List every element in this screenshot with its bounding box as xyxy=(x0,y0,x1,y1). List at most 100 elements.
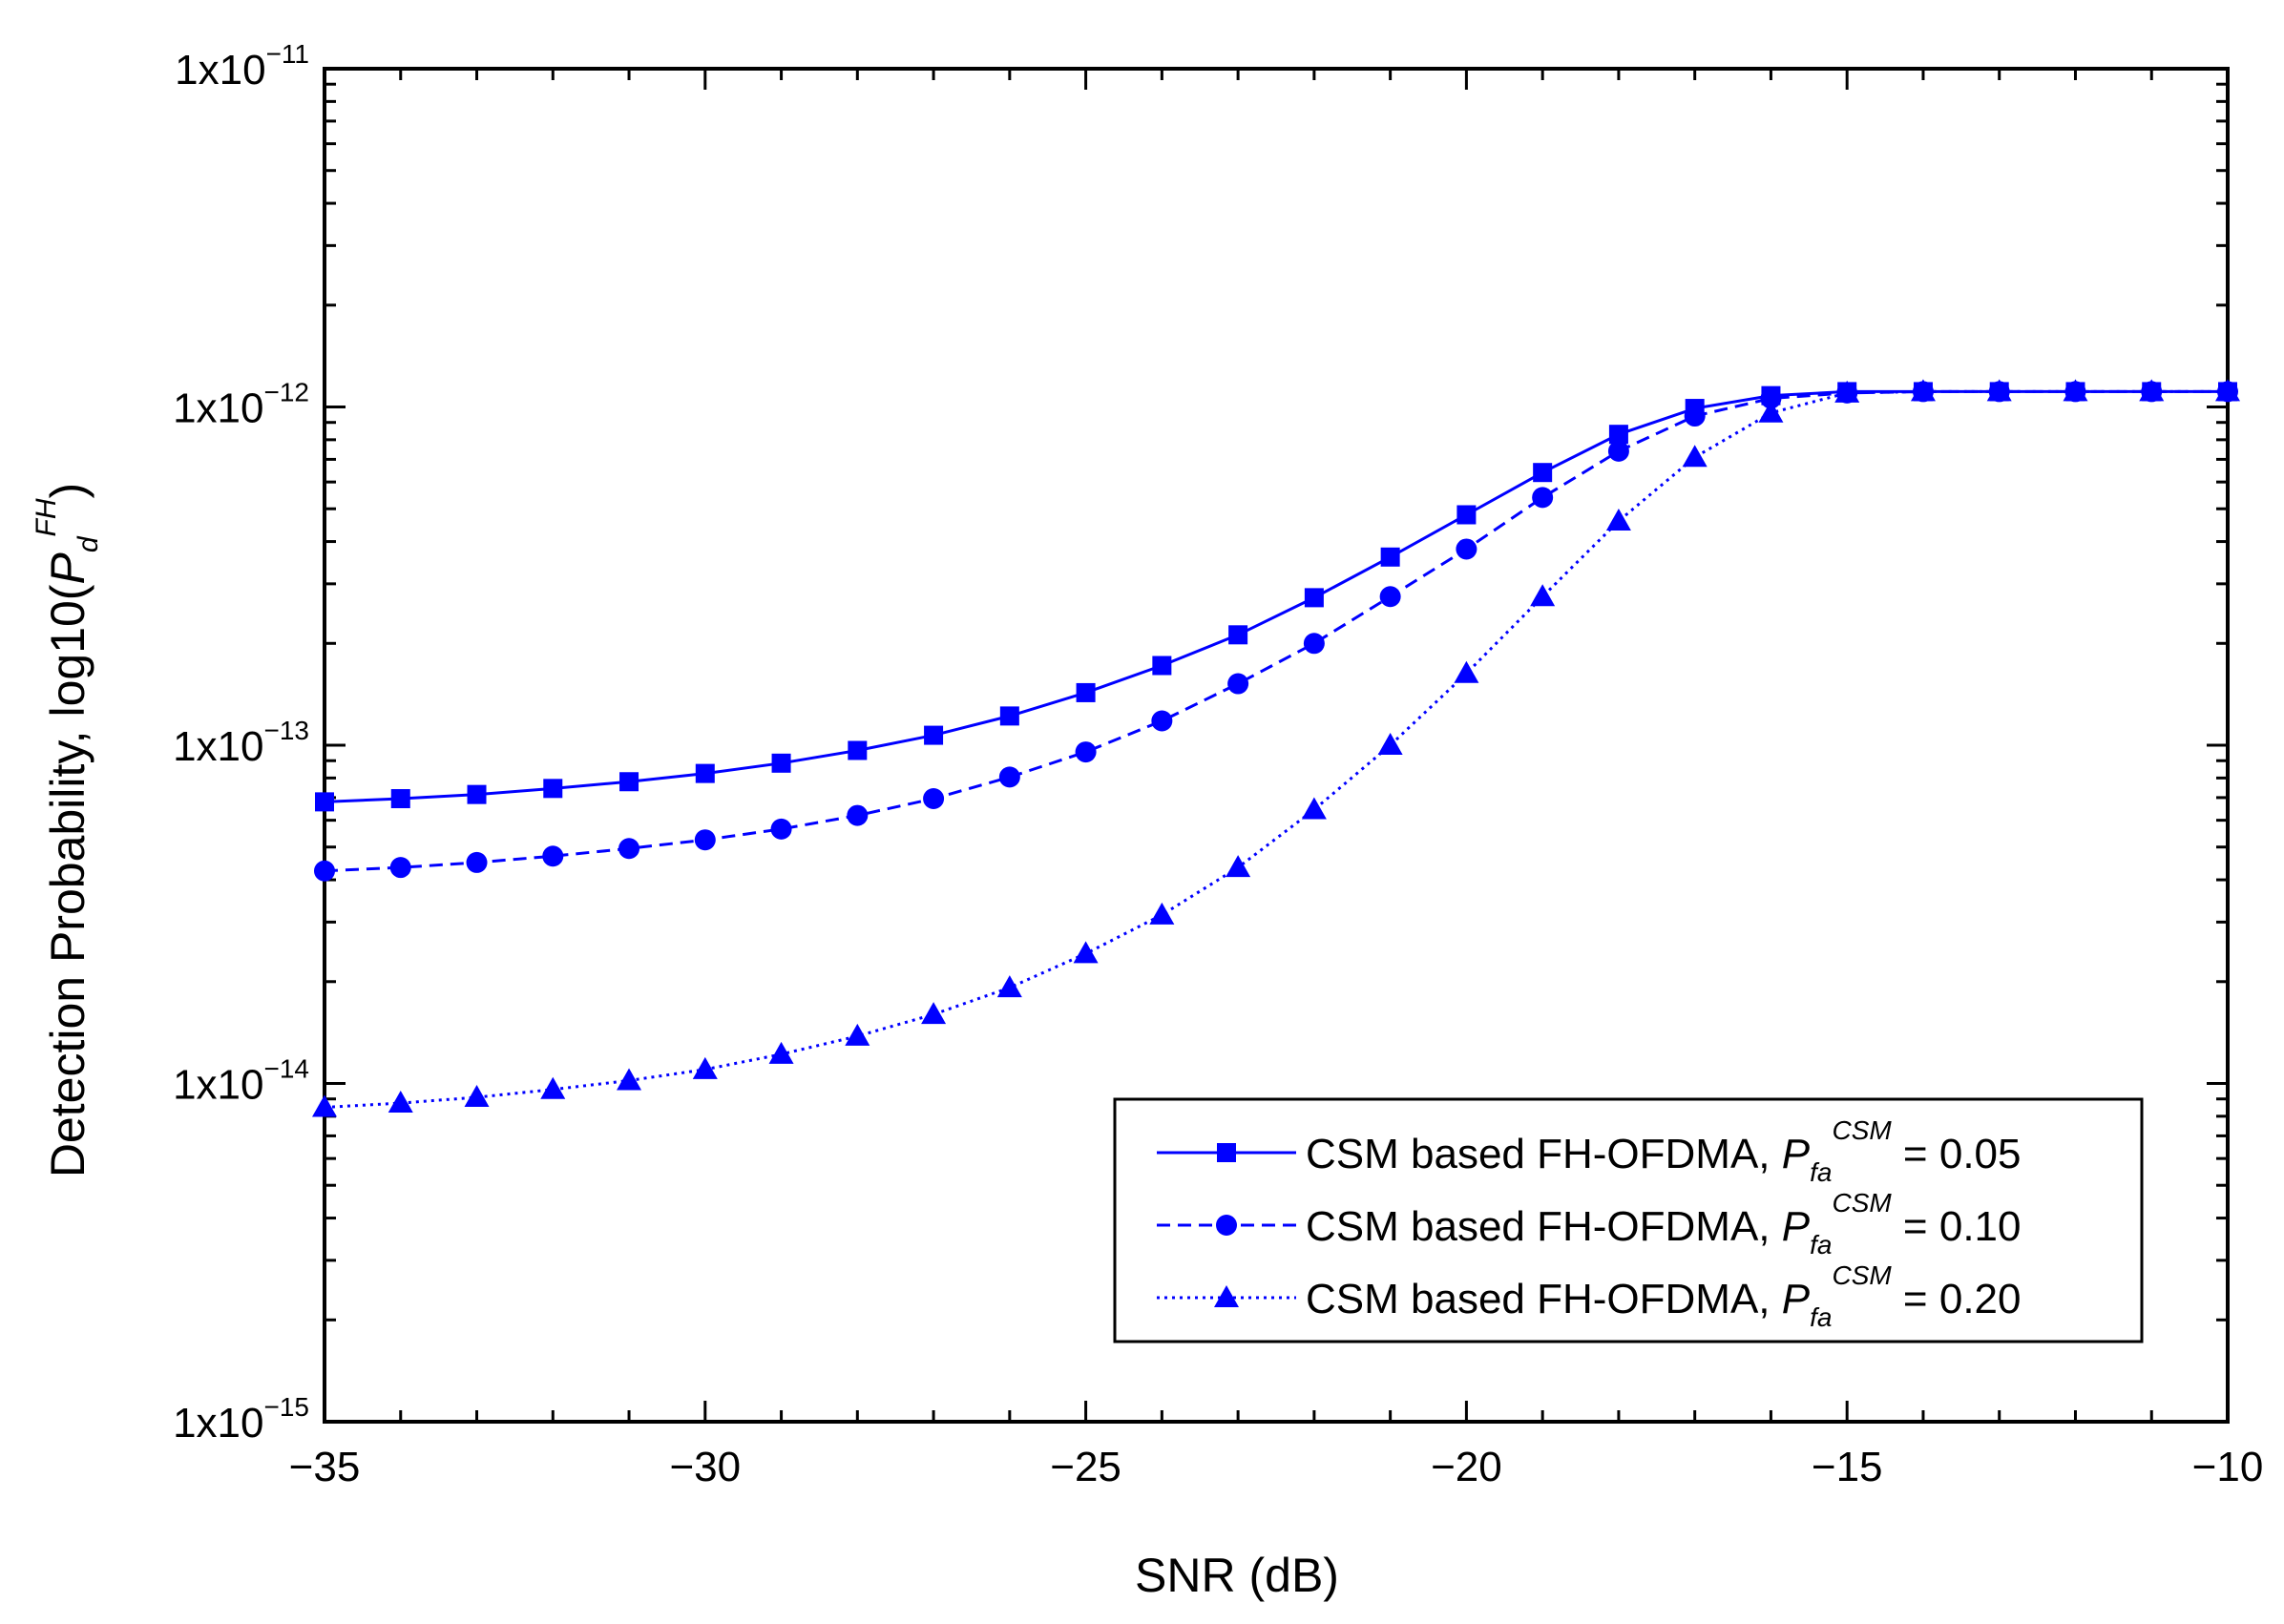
series-2-point xyxy=(1379,586,1401,608)
series-3-line xyxy=(324,389,2228,1110)
series-2-point xyxy=(694,829,716,851)
series-2-point xyxy=(1075,741,1097,763)
series-3-point xyxy=(388,1091,413,1114)
series-1-point xyxy=(924,725,944,745)
series-2-point xyxy=(1151,710,1173,732)
y-tick-label: 1x10−15 xyxy=(173,1392,309,1447)
series-1-point xyxy=(543,779,563,799)
series-1-point xyxy=(1152,656,1172,676)
x-tick-label: −35 xyxy=(289,1444,361,1490)
series-2-point xyxy=(1607,440,1629,462)
series-2-point xyxy=(1227,673,1249,695)
series-3-point xyxy=(1301,797,1327,820)
series-3-point xyxy=(1682,445,1708,468)
series-2-point xyxy=(1532,487,1554,509)
x-axis-title: SNR (dB) xyxy=(1135,1549,1339,1602)
y-axis-title: Detection Probability, log10(Pd FH) xyxy=(31,483,104,1177)
series-2-point xyxy=(1456,538,1477,560)
series-3-point xyxy=(996,975,1022,998)
series-2-point xyxy=(466,851,488,873)
series-3-point xyxy=(1834,380,1860,403)
series-1-point xyxy=(315,792,334,812)
series-3-point xyxy=(1605,509,1631,531)
y-axis-title-subscript: d xyxy=(73,535,104,552)
series-1-line xyxy=(324,389,2228,803)
series-3-point xyxy=(1758,400,1784,423)
series-3-point xyxy=(845,1023,870,1046)
x-tick-label: −15 xyxy=(1812,1444,1883,1490)
series-2-point xyxy=(1760,387,1782,409)
x-tick-label: −30 xyxy=(669,1444,741,1490)
series-3-point xyxy=(1910,379,1936,402)
series-2-point xyxy=(389,857,411,879)
legend-entry: CSM based FH-OFDMA, PfaCSM = 0.10 xyxy=(1157,1188,2021,1260)
series-1-point xyxy=(1076,682,1096,702)
series-1-point xyxy=(1380,547,1400,567)
legend-box xyxy=(1113,1097,2144,1343)
legend-entry: CSM based FH-OFDMA, PfaCSM = 0.20 xyxy=(1157,1260,2021,1332)
svg-text:Detection Probability, log10(P: Detection Probability, log10(Pd FH) xyxy=(31,483,104,1177)
series-2-point xyxy=(770,818,792,840)
y-tick-label: 1x10−11 xyxy=(175,39,309,94)
y-axis-title-superscript: FH xyxy=(31,498,62,536)
x-tick-label: −25 xyxy=(1050,1444,1121,1490)
y-axis-title-suffix: ) xyxy=(41,483,94,499)
y-tick-label: 1x10−14 xyxy=(173,1054,309,1109)
series-1-point xyxy=(848,740,868,760)
series-2-point xyxy=(542,845,564,867)
series-3-point xyxy=(312,1094,337,1117)
x-tick-label: −10 xyxy=(2192,1444,2264,1490)
y-tick-label: 1x10−13 xyxy=(173,716,309,770)
series-2 xyxy=(314,381,2238,882)
series-3-point xyxy=(1986,379,2012,402)
series-1-point xyxy=(999,706,1019,726)
series-1-point xyxy=(1228,625,1248,645)
legend-marker xyxy=(1214,1285,1239,1307)
y-axis-title-symbol: P xyxy=(41,552,94,585)
series-1 xyxy=(315,382,2237,812)
series-2-point xyxy=(847,804,869,826)
series-3-point xyxy=(921,1002,947,1025)
series-3-point xyxy=(617,1068,642,1091)
series-3-point xyxy=(1454,660,1479,683)
series-3-point xyxy=(1149,902,1175,925)
series-1-point xyxy=(1608,425,1628,445)
y-tick-label: 1x10−12 xyxy=(173,378,309,432)
series-2-point xyxy=(1303,633,1325,655)
series-3-point xyxy=(1226,855,1251,878)
series-1-point xyxy=(771,753,791,773)
series-3-point xyxy=(2139,379,2165,402)
series-1-point xyxy=(1304,588,1324,608)
x-tick-label: −20 xyxy=(1431,1444,1502,1490)
series-3-point xyxy=(540,1076,566,1099)
legend-marker xyxy=(1217,1143,1236,1162)
series-2-point xyxy=(923,788,945,810)
series-2-point xyxy=(314,860,335,882)
legend-label: CSM based FH-OFDMA, PfaCSM = 0.10 xyxy=(1306,1188,2021,1260)
y-axis-title-prefix: Detection Probability, log10( xyxy=(41,584,94,1177)
series-3-point xyxy=(464,1085,490,1108)
series-2-line xyxy=(324,389,2228,873)
series-2-point xyxy=(618,838,640,860)
series-1-point xyxy=(467,784,487,804)
series-3 xyxy=(312,379,2240,1117)
legend-label: CSM based FH-OFDMA, PfaCSM = 0.20 xyxy=(1306,1260,2021,1332)
series-3-point xyxy=(2063,379,2088,402)
series-2-point xyxy=(1684,406,1706,427)
series-1-point xyxy=(390,789,410,809)
legend-marker xyxy=(1216,1215,1237,1236)
series-1-point xyxy=(1456,505,1477,525)
series-1-point xyxy=(619,772,639,792)
series-1-point xyxy=(695,763,715,783)
series-3-point xyxy=(1073,941,1099,964)
series-3-point xyxy=(1377,733,1403,755)
series-3-point xyxy=(1530,584,1556,607)
series-2-point xyxy=(998,766,1020,788)
series-3-point xyxy=(2215,379,2240,402)
series-3-point xyxy=(692,1056,718,1079)
legend-label: CSM based FH-OFDMA, PfaCSM = 0.05 xyxy=(1306,1115,2021,1187)
series-1-point xyxy=(1533,463,1553,483)
legend-entry: CSM based FH-OFDMA, PfaCSM = 0.05 xyxy=(1157,1115,2021,1187)
